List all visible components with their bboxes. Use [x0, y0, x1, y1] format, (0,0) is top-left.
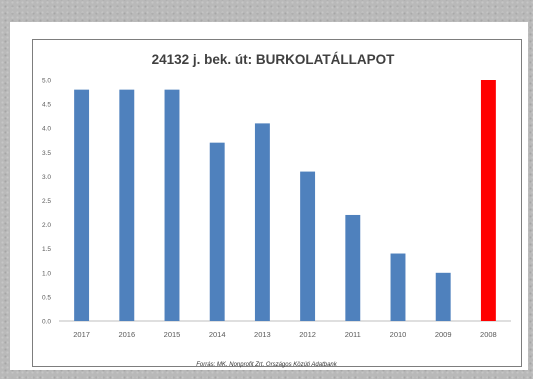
chart-frame: 24132 j. bek. út: BURKOLATÁLLAPOT 0.0 0.5…	[32, 39, 522, 367]
source-note: Forrás: MK. Nonprofit Zrt. Országos Közú…	[196, 362, 337, 368]
bar-2014	[209, 142, 225, 321]
y-tick-label: 3.5	[42, 150, 51, 157]
x-tick-label: 2008	[480, 330, 497, 339]
bar-2011	[345, 214, 361, 321]
bar-chart: 24132 j. bek. út: BURKOLATÁLLAPOT 0.0 0.5…	[42, 52, 511, 339]
x-tick-label: 2014	[209, 330, 226, 339]
bar-2010	[390, 253, 406, 321]
y-tick-label: 0.0	[42, 319, 51, 326]
bar-2015	[164, 89, 180, 321]
y-tick-label: 1.0	[42, 270, 51, 277]
y-tick-label: 4.0	[42, 126, 51, 133]
x-tick-label: 2016	[118, 330, 135, 339]
y-tick-label: 1.5	[42, 246, 51, 253]
x-tick-label: 2015	[164, 330, 181, 339]
x-tick-label: 2009	[435, 330, 452, 339]
y-tick-label: 4.5	[42, 102, 51, 109]
y-tick-label: 2.0	[42, 222, 51, 229]
bar-2016	[119, 89, 135, 321]
y-tick-label: 2.5	[42, 198, 51, 205]
bar-2017	[74, 89, 90, 321]
bar-2008	[480, 80, 496, 321]
x-tick-label: 2010	[390, 330, 407, 339]
bar-2012	[300, 171, 316, 321]
x-tick-label: 2012	[299, 330, 316, 339]
y-tick-label: 0.5	[42, 294, 51, 301]
x-tick-label: 2013	[254, 330, 271, 339]
y-tick-labels: 0.0 0.5 1.0 1.5 2.0 2.5 3.0 3.5 4.0 4.5 5.0	[42, 78, 51, 326]
y-tick-label: 5.0	[42, 78, 51, 85]
bars	[74, 80, 496, 321]
x-tick-labels: 2017 2016 2015 2014 2013 2012 2011 2010 2009 2008	[73, 330, 496, 339]
chart-title: 24132 j. bek. út: BURKOLATÁLLAPOT	[152, 52, 396, 67]
bar-2013	[254, 123, 270, 321]
x-tick-label: 2011	[345, 330, 361, 339]
bar-2009	[435, 272, 451, 321]
y-tick-label: 3.0	[42, 174, 51, 181]
x-tick-label: 2017	[73, 330, 90, 339]
